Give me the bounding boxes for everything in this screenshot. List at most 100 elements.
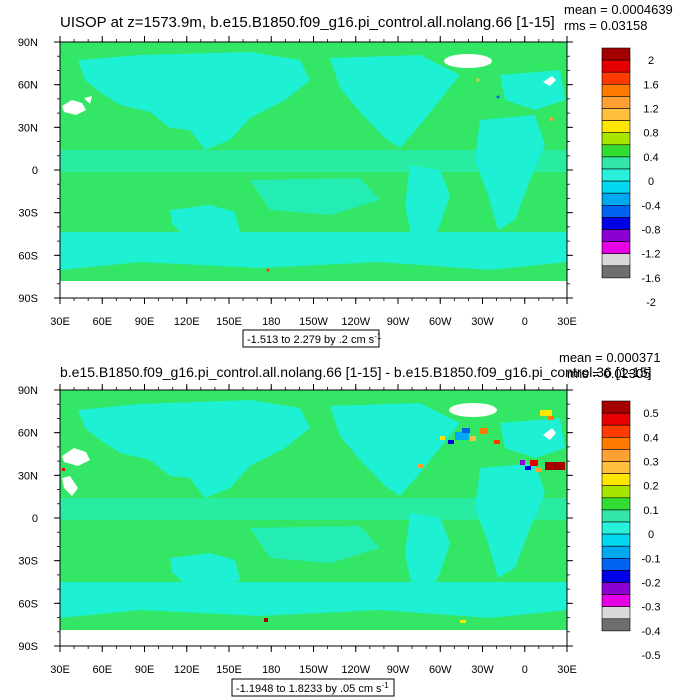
hotspot-1 (549, 117, 553, 121)
colorbar-swatch (601, 449, 631, 462)
panel-2-lon-labels: 30E 60E 90E 120E 150E 180 150W 120W 90W 60W 30W 0 30… (50, 664, 577, 676)
colorbar-swatch (601, 241, 631, 255)
lat-label: 30N (18, 122, 38, 134)
land-southern-ocean (60, 232, 567, 270)
panel-1-map (60, 42, 567, 298)
lon-label: 0 (522, 316, 528, 328)
anomaly-spots (62, 410, 565, 623)
lat-label: 60S (18, 250, 38, 262)
lat-label: 60N (18, 428, 38, 440)
colorbar-swatch (601, 144, 631, 158)
colorbar-label: 0 (648, 529, 654, 541)
colorbar-swatch (601, 424, 631, 438)
lon-label: 150E (216, 316, 242, 328)
colorbar-swatch (601, 229, 631, 242)
panel-2-range-box: -1.1948 to 1.8233 by .05 cm s-1 (231, 678, 395, 697)
hotspot-4 (266, 268, 270, 272)
lon-label: 180 (262, 664, 280, 676)
panel-2-map (60, 390, 567, 646)
colorbar-swatch (601, 168, 631, 182)
land-africa (475, 463, 545, 578)
kamchatka-missing (62, 100, 86, 115)
arctic-island-missing (543, 76, 556, 86)
panel-2-range-label: -1.1948 to 1.8233 by .05 cm s (236, 683, 382, 695)
land-africa (475, 115, 545, 230)
kamchatka-missing-2 (84, 96, 92, 104)
lon-label: 30W (471, 316, 494, 328)
colorbar-swatch (601, 582, 631, 595)
colorbar-swatch (601, 120, 631, 133)
colorbar-label: -2 (646, 297, 656, 309)
panel-2-lat-labels: 90N 60N 30N 0 30S 60S 90S (18, 385, 38, 653)
colorbar-swatch (601, 521, 631, 535)
colorbar-swatch (601, 545, 631, 559)
lat-label: 60S (18, 598, 38, 610)
colorbar-swatch (601, 618, 631, 632)
colorbar-swatch (601, 217, 631, 230)
land-southern-ocean (60, 582, 567, 618)
lat-label: 0 (32, 513, 38, 525)
colorbar-swatch (601, 436, 631, 450)
colorbar-swatch (601, 594, 631, 607)
colorbar-swatch (601, 47, 631, 61)
kamchatka-missing-2 (62, 476, 78, 496)
colorbar-swatch (601, 461, 631, 474)
colorbar-label: -0.2 (642, 578, 661, 590)
panel-2-mean: mean = 0.000371 (559, 350, 661, 365)
land-equatorial-band (60, 150, 567, 172)
panel-2: b.e15.B1850.f09_g16.pi_control.all.nolan… (18, 350, 661, 697)
lon-label: 60E (92, 664, 112, 676)
greenland-missing (449, 403, 497, 417)
colorbar-swatch (601, 473, 631, 487)
panel-1-mean: mean = 0.0004639 (564, 2, 673, 17)
colorbar-swatch (601, 265, 631, 279)
lon-label: 120E (174, 316, 200, 328)
colorbar-swatch (601, 59, 631, 73)
colorbar-swatch (601, 485, 631, 499)
colorbar-label: -0.5 (642, 650, 661, 662)
land-north-america (330, 55, 460, 148)
lat-label: 90N (18, 37, 38, 49)
lon-label: 30E (557, 316, 577, 328)
land-asia (78, 52, 310, 150)
lat-label: 30S (18, 556, 38, 568)
panel-1-lat-labels: 90N 60N 30N 0 30S 60S 90S (18, 37, 38, 305)
hotspot-3 (476, 78, 480, 82)
colorbar-label: 2 (648, 55, 654, 67)
colorbar-swatch (601, 205, 631, 218)
land-asia (78, 400, 310, 498)
land-australia (170, 553, 240, 588)
greenland-missing (444, 54, 492, 68)
kamchatka-missing (62, 448, 90, 466)
panel-2-ticks (54, 384, 573, 652)
lon-label: 0 (522, 664, 528, 676)
colorbar-label: 1.6 (643, 79, 658, 91)
lon-label: 120W (341, 316, 370, 328)
land-equatorial-band (60, 498, 567, 520)
colorbar-swatch (601, 253, 631, 267)
land-south-america (405, 513, 450, 603)
panel-1: UISOP at z=1573.9m, b.e15.B1850.f09_g16.… (18, 2, 673, 348)
lon-label: 60W (429, 664, 452, 676)
colorbar-label: -0.1 (642, 553, 661, 565)
lon-label: 180 (262, 316, 280, 328)
lon-label: 60E (92, 316, 112, 328)
lat-label: 90N (18, 385, 38, 397)
colorbar-swatch (601, 180, 631, 194)
colorbar-swatch (601, 570, 631, 583)
lon-label: 30E (50, 664, 70, 676)
colorbar-label: 0.1 (643, 505, 658, 517)
colorbar-swatch (601, 132, 631, 146)
colorbar-swatch (601, 557, 631, 571)
colorbar-label: 0.3 (643, 457, 658, 469)
land-north-america (330, 403, 460, 496)
lon-label: 60W (429, 316, 452, 328)
panel-2-unit-sup: -1 (382, 681, 390, 690)
antarctica-missing (60, 630, 567, 646)
colorbar-swatch (601, 84, 631, 97)
panel-2-colorbar (601, 400, 631, 632)
land-europe (500, 418, 565, 458)
panel-1-range-label: -1.513 to 2.279 by .2 cm s (247, 334, 375, 346)
colorbar-swatch (601, 400, 631, 414)
colorbar-swatch (601, 412, 631, 426)
